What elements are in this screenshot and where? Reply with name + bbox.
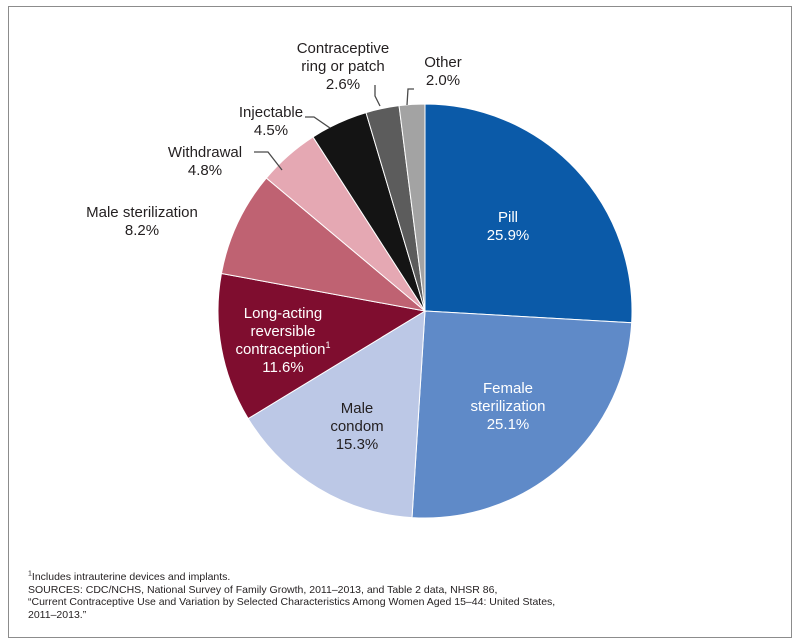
slice-label-long-acting-reversible-contraception: Long-acting reversible contraception1 11.6% [235, 305, 330, 376]
slice-value-pill: 25.9% [487, 227, 530, 244]
slice-label-other: Other 2.0% [424, 54, 462, 89]
slice-label-injectable: Injectable 4.5% [239, 104, 303, 139]
slice-label-female-sterilization: Female sterilization 25.1% [470, 380, 545, 433]
pie-slice-pill [424, 103, 633, 324]
footnote-1-text: Includes intrauterine devices and implan… [31, 571, 231, 583]
slice-value-long-acting-reversible-contraception: 11.6% [262, 359, 303, 376]
sources-line-1: SOURCES: CDC/NCHS, National Survey of Fa… [28, 583, 498, 596]
pie-slices [217, 103, 633, 519]
slice-label-pill: Pill 25.9% [487, 209, 530, 244]
leader-line-contraceptive-ring-or-patch [374, 85, 381, 107]
slice-value-injectable: 4.5% [254, 122, 288, 139]
slice-label-male-sterilization: Male sterilization 8.2% [86, 204, 198, 239]
leader-line-injectable [305, 116, 331, 129]
footnote-1: 1Includes intrauterine devices and impla… [28, 571, 768, 584]
slice-value-male-condom: 15.3% [336, 436, 379, 453]
pie-labels: Pill 25.9% Female sterilization 25.1% Male con… [86, 40, 545, 453]
leader-line-withdrawal [254, 151, 283, 171]
slice-value-female-sterilization: 25.1% [487, 416, 530, 433]
sources-line-2: “Current Contraceptive Use and Variation… [28, 596, 556, 608]
slice-value-male-sterilization: 8.2% [125, 222, 159, 239]
pie-slice-other [398, 103, 426, 312]
pie-slice-male-sterilization [220, 177, 427, 312]
slice-value-other: 2.0% [426, 72, 460, 89]
slice-value-contraceptive-ring-or-patch: 2.6% [326, 76, 360, 93]
slice-label-contraceptive-ring-or-patch: Contraceptive ring or patch 2.6% [297, 40, 390, 93]
slice-value-withdrawal: 4.8% [188, 162, 222, 179]
sources-line-3: 2011–2013.” [28, 608, 87, 621]
pie-slice-male-condom [247, 310, 426, 519]
slice-label-male-condom: Male condom 15.3% [330, 400, 383, 453]
footnote-mark: 1 [28, 570, 32, 578]
pie-slice-long-acting-reversible-contraception [217, 272, 427, 420]
pie-slice-female-sterilization [411, 310, 633, 519]
footnotes: 1Includes intrauterine devices and impla… [28, 571, 768, 621]
leader-line-other [406, 88, 414, 106]
slice-label-withdrawal: Withdrawal 4.8% [168, 144, 242, 179]
